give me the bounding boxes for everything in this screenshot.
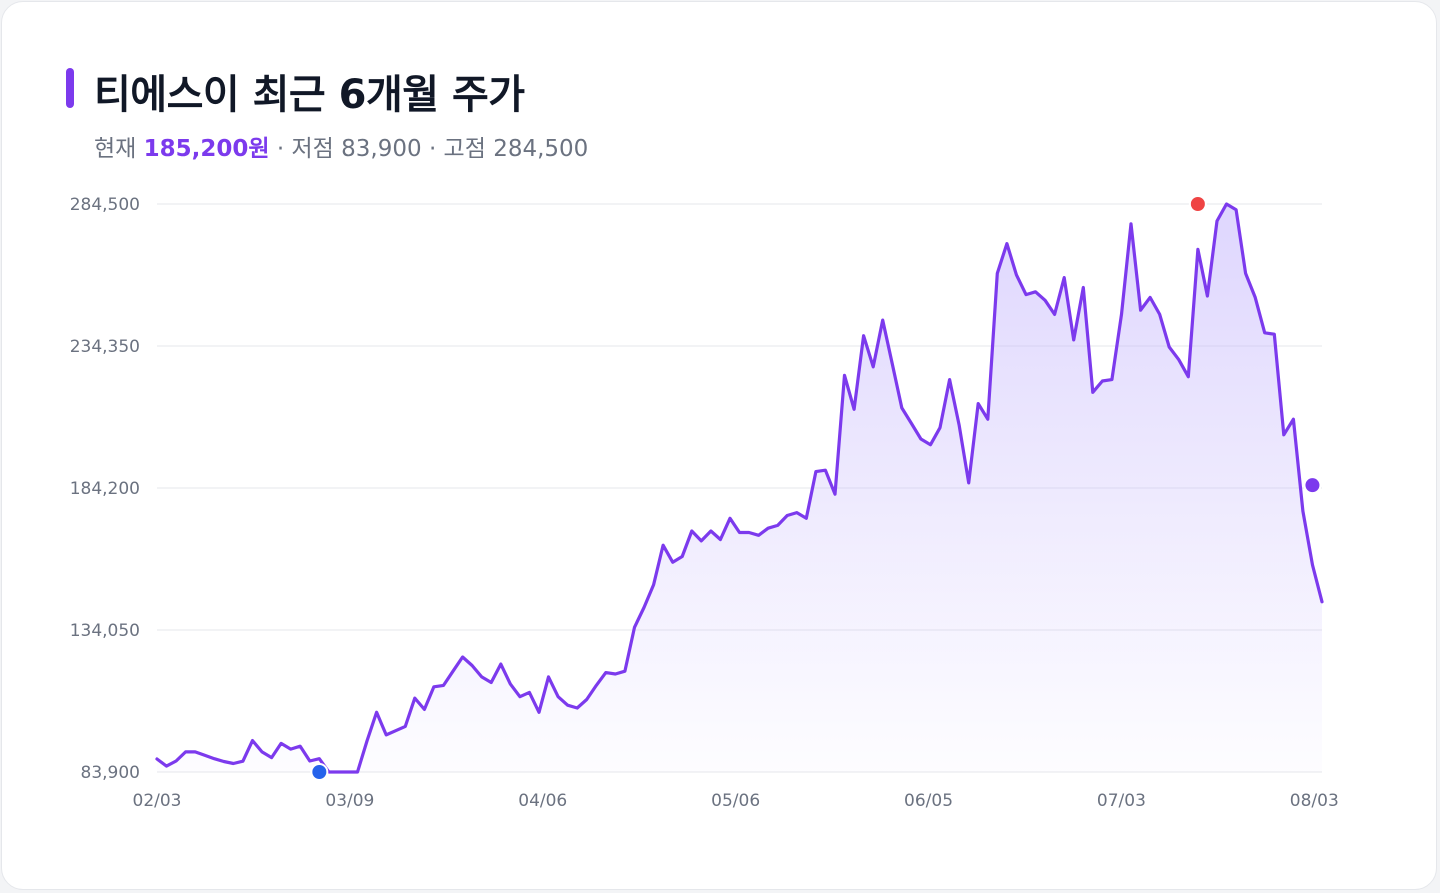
y-tick-label: 234,350 (70, 337, 140, 357)
current-point-marker (1303, 476, 1322, 495)
current-label: 현재 (94, 136, 137, 162)
x-tick-label: 02/03 (133, 791, 182, 811)
y-tick-label: 184,200 (70, 479, 140, 499)
x-axis-ticks: 02/03 03/09 04/06 05/06 06/05 07/03 08/03 (133, 791, 1339, 811)
current-price: 185,200원 (143, 136, 270, 162)
title-accent-bar (66, 68, 74, 108)
x-tick-label: 04/06 (518, 791, 567, 811)
x-tick-label: 07/03 (1097, 791, 1146, 811)
high-label: · 고점 (428, 136, 486, 162)
low-price: 83,900 (341, 136, 422, 162)
price-markers (310, 195, 1322, 781)
x-tick-label: 06/05 (904, 791, 953, 811)
x-tick-label: 08/03 (1290, 791, 1339, 811)
y-tick-label: 134,050 (70, 621, 140, 641)
high-price: 284,500 (493, 136, 589, 162)
price-line (155, 202, 1324, 774)
high-point-marker (1188, 195, 1207, 213)
low-point-marker (310, 763, 329, 781)
price-area (157, 204, 1322, 772)
y-tick-label: 83,900 (81, 763, 140, 783)
x-tick-label: 03/09 (325, 791, 374, 811)
x-tick-label: 05/06 (711, 791, 760, 811)
low-label: · 저점 (276, 136, 334, 162)
y-axis-ticks: 284,500 234,350 184,200 134,050 83,900 (70, 195, 140, 783)
price-summary: 현재 185,200원 · 저점 83,900 · 고점 284,500 (94, 129, 588, 163)
chart-title: 티에스이 최근 6개월 주가 (94, 72, 525, 118)
y-tick-label: 284,500 (70, 195, 140, 215)
